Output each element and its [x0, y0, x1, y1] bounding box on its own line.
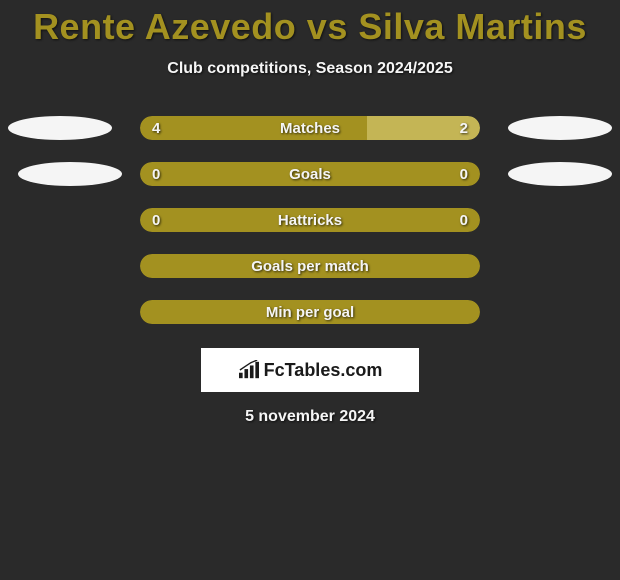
- page-title: Rente Azevedo vs Silva Martins: [33, 6, 587, 48]
- stat-label: Matches: [280, 120, 340, 137]
- stat-bar: 4 Matches 2: [140, 116, 480, 140]
- player-marker-left: [8, 116, 112, 140]
- date: 5 november 2024: [245, 408, 375, 426]
- logo-box: FcTables.com: [201, 348, 419, 392]
- player-marker-right: [508, 116, 612, 140]
- stat-label: Min per goal: [266, 304, 354, 321]
- comparison-row: 0 Hattricks 0: [0, 208, 620, 232]
- logo: FcTables.com: [238, 360, 383, 381]
- stat-bar: Min per goal: [140, 300, 480, 324]
- comparison-row: 0 Goals 0: [0, 162, 620, 186]
- chart-container: Rente Azevedo vs Silva Martins Club comp…: [0, 0, 620, 426]
- stat-value-left: 0: [152, 212, 160, 229]
- stat-bar: 0 Goals 0: [140, 162, 480, 186]
- subtitle: Club competitions, Season 2024/2025: [167, 60, 452, 78]
- comparison-row: Goals per match: [0, 254, 620, 278]
- stat-value-left: 4: [152, 120, 160, 137]
- player-marker-right: [508, 162, 612, 186]
- stat-label: Goals: [289, 166, 331, 183]
- stat-value-left: 0: [152, 166, 160, 183]
- stat-value-right: 2: [460, 120, 468, 137]
- stat-bar: 0 Hattricks 0: [140, 208, 480, 232]
- stat-value-right: 0: [460, 166, 468, 183]
- comparison-row: 4 Matches 2: [0, 116, 620, 140]
- bar-chart-icon: [238, 360, 260, 380]
- comparison-row: Min per goal: [0, 300, 620, 324]
- player-marker-left: [18, 162, 122, 186]
- stat-label: Goals per match: [251, 258, 369, 275]
- stat-value-right: 0: [460, 212, 468, 229]
- comparison-rows: 4 Matches 2 0 Goals 0 0 Hattricks 0 Goals per mat…: [0, 116, 620, 346]
- stat-label: Hattricks: [278, 212, 342, 229]
- logo-text: FcTables.com: [264, 360, 383, 381]
- stat-bar: Goals per match: [140, 254, 480, 278]
